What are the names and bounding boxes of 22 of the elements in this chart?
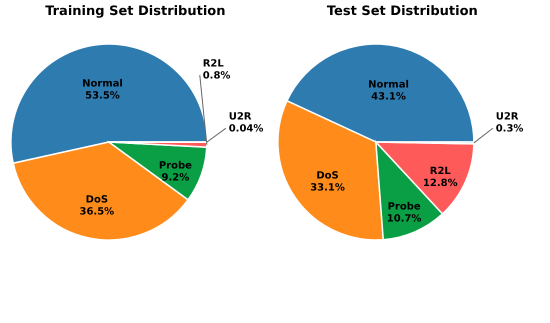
chart-title: Test Set Distribution bbox=[326, 4, 478, 19]
data-label: 36.5% bbox=[80, 206, 114, 218]
slice-label: Probe bbox=[388, 202, 421, 213]
slice-label: R2L bbox=[202, 58, 224, 70]
data-label: 0.04% bbox=[228, 124, 264, 135]
data-label: 33.1% bbox=[310, 182, 345, 194]
data-label: 9.2% bbox=[161, 172, 190, 184]
slice-label: DoS bbox=[86, 194, 108, 206]
chart-title: Training Set Distribution bbox=[45, 4, 226, 19]
data-label: 43.1% bbox=[371, 92, 406, 103]
slice-label: U2R bbox=[228, 112, 252, 123]
data-label: 0.8% bbox=[202, 70, 230, 82]
slice-label: DoS bbox=[316, 170, 339, 182]
slice-label: U2R bbox=[496, 112, 519, 123]
data-label: 10.7% bbox=[386, 214, 422, 225]
slice-label: Normal bbox=[82, 78, 123, 90]
data-label: 12.8% bbox=[422, 178, 458, 189]
data-label: 53.5% bbox=[85, 90, 120, 102]
slice-label: R2L bbox=[430, 166, 452, 177]
slice-label: Normal bbox=[368, 80, 409, 91]
data-label: 0.3% bbox=[496, 124, 524, 135]
slice-label: Probe bbox=[158, 160, 192, 172]
